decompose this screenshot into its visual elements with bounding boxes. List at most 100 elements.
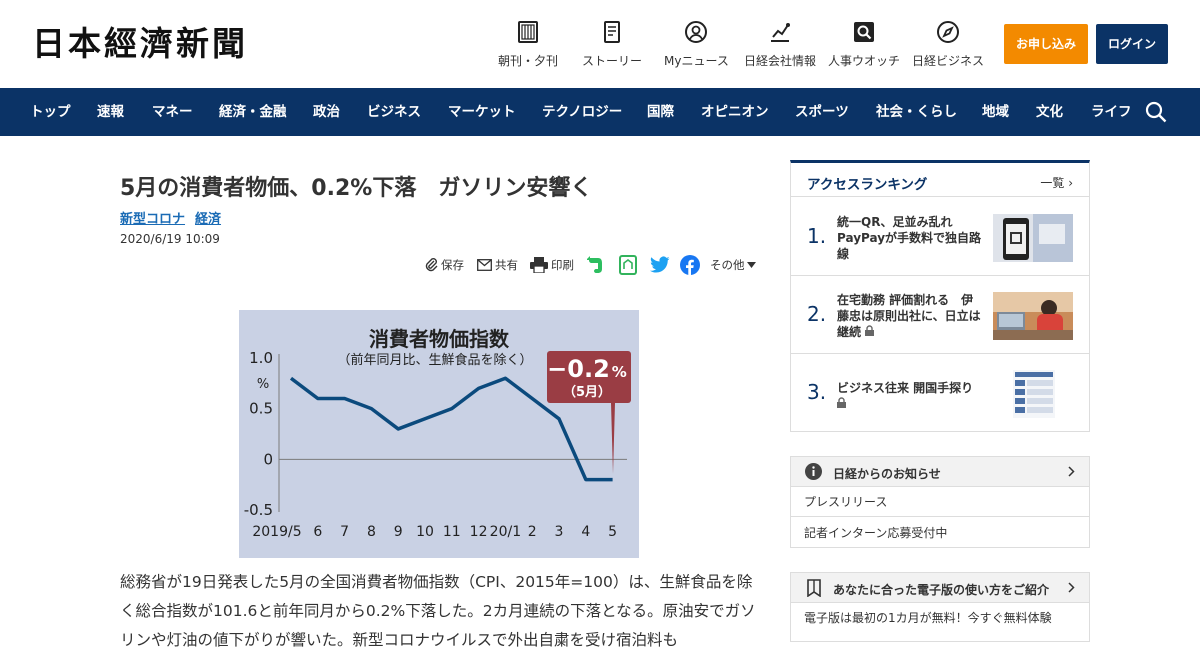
site-logo[interactable]: 日本經濟新聞 [32, 24, 248, 63]
x-tick-label: 2 [528, 524, 537, 540]
search-icon[interactable] [1144, 100, 1168, 124]
nikkei-notices: 日経からのお知らせ プレスリリース 記者インターン応募受付中 [790, 456, 1090, 548]
mail-icon [477, 259, 492, 271]
category-economy[interactable]: 経済・金融 [219, 104, 287, 120]
x-tick-label: 12 [470, 524, 488, 540]
ranking-item-1[interactable]: 1. 統一QR、足並み乱れ PayPayが手数料で独自路線 [791, 198, 1089, 276]
category-culture[interactable]: 文化 [1036, 104, 1063, 120]
more-label: その他 [710, 258, 745, 272]
nav-newspaper[interactable]: 朝刊・夕刊 [498, 20, 558, 69]
ranking-item-2[interactable]: 2. 在宅勤務 評価割れる 伊藤忠は原則出社に、日立は継続 [791, 276, 1089, 354]
category-sokuho[interactable]: 速報 [97, 104, 124, 120]
notices-title: 日経からのお知らせ [833, 467, 941, 481]
nav-label: 人事ウオッチ [828, 54, 901, 68]
ranking-all-link[interactable]: 一覧 › [1040, 174, 1073, 191]
twitter-icon[interactable] [650, 255, 670, 275]
chevron-right-icon [1068, 582, 1075, 593]
category-business[interactable]: ビジネス [367, 104, 421, 120]
category-international[interactable]: 国際 [647, 104, 674, 120]
article-body: 総務省が19日発表した5月の全国消費者物価指数（CPI、2015年=100）は、… [120, 573, 756, 649]
user-icon [685, 21, 708, 43]
login-button[interactable]: ログイン [1096, 24, 1168, 64]
facebook-icon[interactable] [680, 255, 700, 275]
thumbnail-qr-image [993, 214, 1073, 262]
series-line [289, 376, 613, 482]
more-share-button[interactable]: その他 [710, 255, 759, 275]
x-tick-label: 9 [394, 524, 403, 540]
search-icon [854, 22, 874, 42]
rank-headline-wrap: ビジネス往来 開国手探り [837, 380, 983, 412]
callout-number: −0.2 [547, 355, 610, 383]
category-society[interactable]: 社会・くらし [876, 104, 957, 120]
x-tick-label: 6 [313, 524, 322, 540]
save-button[interactable]: 保存 [424, 255, 464, 275]
chart-icon [771, 23, 790, 42]
notice-item-press-release[interactable]: プレスリリース [791, 487, 1089, 517]
share-button[interactable]: 共有 [477, 255, 518, 275]
category-politics[interactable]: 政治 [313, 104, 340, 120]
print-button[interactable]: 印刷 [530, 255, 574, 275]
guide-title: あなたに合った電子版の使い方をご紹介 [833, 583, 1050, 597]
category-money[interactable]: マネー [152, 104, 193, 120]
category-sports[interactable]: スポーツ [795, 104, 849, 120]
chevron-right-icon: › [1068, 176, 1073, 190]
y-tick-label: 1.0 [249, 349, 273, 367]
guide-item-free-trial[interactable]: 電子版は最初の1カ月が無料！今すぐ無料体験 [804, 611, 1052, 625]
chevron-right-icon [1068, 466, 1075, 477]
article-title: 5月の消費者物価、0.2%下落 ガソリン安響く [120, 176, 593, 201]
category-market[interactable]: マーケット [448, 104, 516, 120]
evernote-icon[interactable] [586, 255, 604, 275]
notices-header[interactable]: 日経からのお知らせ [791, 457, 1089, 487]
category-top[interactable]: トップ [30, 104, 71, 120]
ranking-title: アクセスランキング [807, 177, 928, 193]
guide-header[interactable]: あなたに合った電子版の使い方をご紹介 [791, 573, 1089, 603]
newspaper-icon [518, 21, 538, 43]
rank-number: 3. [807, 380, 827, 404]
nav-company-info[interactable]: 日経会社情報 [744, 20, 816, 69]
subscribe-button[interactable]: お申し込み [1004, 24, 1088, 64]
category-region[interactable]: 地域 [982, 104, 1009, 120]
chart-ylabel: % [257, 377, 269, 392]
x-tick-label: 3 [555, 524, 564, 540]
nav-nikkei-business[interactable]: 日経ビジネス [912, 20, 984, 69]
site-header: 日本經濟新聞 朝刊・夕刊 ストーリー Myニュース 日経会社情報 人事ウオッチ … [0, 0, 1200, 88]
cpi-chart: 消費者物価指数 （前年同月比、生鮮食品を除く） % 1.0 0.5 0 -0.5 20… [244, 327, 631, 540]
y-tick-label: 0.5 [249, 400, 273, 418]
category-life[interactable]: ライフ [1091, 104, 1132, 120]
access-ranking: アクセスランキング 一覧 › 1. 統一QR、足並み乱れ PayPayが手数料で… [790, 160, 1090, 432]
category-opinion[interactable]: オピニオン [701, 104, 769, 120]
rank-number: 1. [807, 224, 827, 248]
category-technology[interactable]: テクノロジー [542, 104, 623, 120]
rank-headline: 統一QR、足並み乱れ PayPayが手数料で独自路線 [837, 215, 982, 261]
x-tick-label: 20/1 [490, 524, 521, 540]
notice-item-intern[interactable]: 記者インターン応募受付中 [804, 526, 948, 540]
x-tick-label: 4 [581, 524, 590, 540]
thumbnail-infographic-image [1013, 370, 1055, 418]
clip-icon[interactable] [619, 255, 637, 275]
thumbnail-remote-work-image [993, 292, 1073, 340]
nav-mynews[interactable]: Myニュース [664, 20, 729, 69]
rank-number: 2. [807, 302, 827, 326]
callout-unit: % [612, 363, 627, 381]
tag-link[interactable]: 経済 [195, 212, 222, 227]
y-tick-label: 0 [263, 450, 273, 468]
nav-story[interactable]: ストーリー [582, 20, 642, 69]
x-tick-label: 5 [608, 524, 617, 540]
ranking-all-label: 一覧 [1040, 176, 1065, 190]
ranking-header: アクセスランキング 一覧 › [791, 163, 1089, 197]
rank-headline-wrap: 在宅勤務 評価割れる 伊藤忠は原則出社に、日立は継続 [837, 292, 983, 340]
share-label: 共有 [495, 258, 518, 272]
tag-link[interactable]: 新型コロナ [120, 212, 186, 227]
rank-headline: ビジネス往来 開国手探り [837, 381, 974, 395]
nav-label: 朝刊・夕刊 [498, 54, 559, 68]
nav-jinji-watch[interactable]: 人事ウオッチ [828, 20, 900, 69]
y-tick-label: -0.5 [244, 501, 273, 519]
paperclip-icon [425, 258, 438, 272]
printer-icon [530, 257, 548, 273]
publish-date: 2020/6/19 10:09 [120, 232, 220, 246]
print-label: 印刷 [551, 258, 574, 272]
x-tick-label: 8 [367, 524, 376, 540]
nav-label: ストーリー [582, 54, 643, 68]
ranking-item-3[interactable]: 3. ビジネス往来 開国手探り [791, 354, 1089, 432]
x-tick-label: 11 [443, 524, 461, 540]
